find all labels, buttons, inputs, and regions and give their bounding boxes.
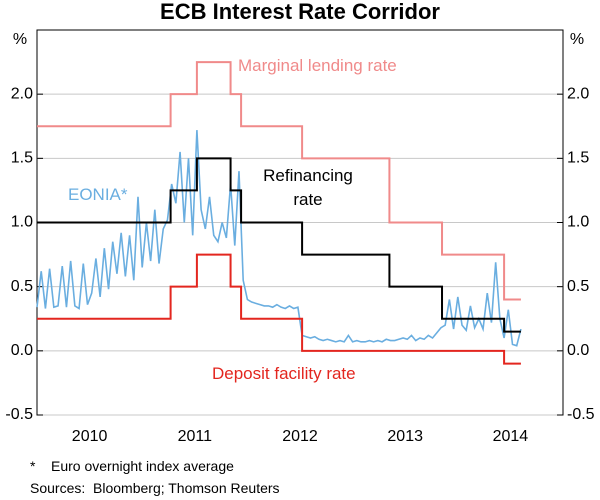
x-tick-label: 2013 — [387, 428, 423, 445]
footnote: * Euro overnight index average — [30, 458, 234, 474]
series-label: Marginal lending rate — [238, 56, 397, 75]
y2-tick-label: 1.0 — [567, 214, 589, 231]
x-tick-label: 2014 — [493, 428, 529, 445]
series-line — [36, 130, 522, 347]
x-tick-label: 2011 — [178, 428, 213, 445]
series-label: Deposit facility rate — [212, 364, 356, 383]
y2-tick-label: 0.0 — [567, 342, 589, 359]
y2-unit: % — [570, 31, 584, 48]
chart-title: ECB Interest Rate Corridor — [160, 0, 440, 24]
y-tick-label: 0.5 — [11, 278, 33, 295]
y-tick-label: 1.0 — [11, 214, 33, 231]
y-tick-label: 2.0 — [11, 85, 33, 102]
y-unit: % — [13, 31, 27, 48]
series-line — [37, 157, 521, 333]
y2-tick-label: 2.0 — [567, 85, 589, 102]
sources: Sources: Bloomberg; Thomson Reuters — [30, 480, 280, 496]
series-label: Refinancing rate — [263, 166, 353, 209]
y-tick-label: 1.5 — [11, 150, 33, 167]
y2-tick-label: -0.5 — [567, 406, 595, 423]
x-tick-label: 2010 — [72, 428, 108, 445]
x-tick-label: 2012 — [282, 428, 318, 445]
series-line — [37, 253, 521, 365]
series-label: EONIA* — [68, 185, 128, 204]
y-tick-label: -0.5 — [5, 406, 33, 423]
y2-tick-label: 0.5 — [567, 278, 589, 295]
y2-tick-label: 1.5 — [567, 150, 589, 167]
y-tick-label: 0.0 — [11, 342, 33, 359]
series-line — [37, 61, 521, 301]
